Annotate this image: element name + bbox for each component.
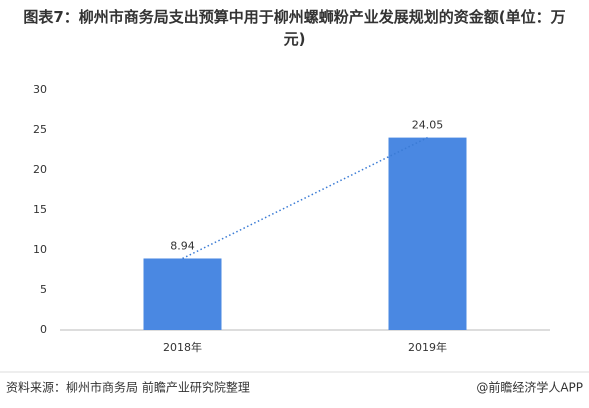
y-tick-label: 15 [33,203,47,216]
trend-line [182,136,428,260]
source: 资料来源：柳州市商务局 前瞻产业研究院整理 [6,380,250,395]
y-tick-label: 0 [40,323,47,336]
x-tick-label: 2019年 [408,340,447,354]
bar [143,258,222,330]
chart-title: 图表7：柳州市商务局支出预算中用于柳州螺蛳粉产业发展规划的资金额(单位：万元) [23,8,566,48]
credit: @前瞻经济学人APP [476,380,583,395]
data-label: 24.05 [412,119,444,132]
y-tick-label: 10 [33,243,47,256]
data-label: 8.94 [170,239,195,252]
bar [388,137,467,330]
y-tick-label: 5 [40,283,47,296]
y-tick-label: 20 [33,163,47,176]
x-tick-label: 2018年 [163,340,202,354]
y-tick-label: 25 [33,123,47,136]
y-tick-label: 30 [33,83,47,96]
